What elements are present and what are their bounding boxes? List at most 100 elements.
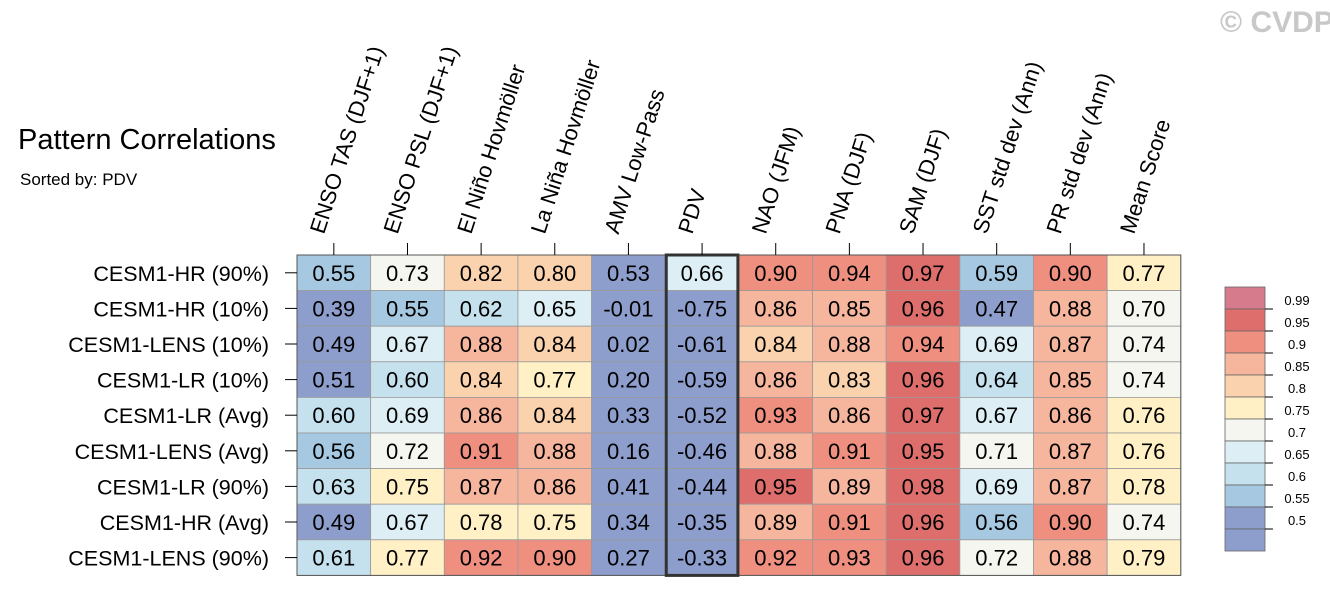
- colorbar-swatch: [1224, 506, 1266, 530]
- cell-value: 0.90: [754, 261, 797, 286]
- cell-value: -0.75: [677, 296, 727, 321]
- cell-value: 0.55: [312, 261, 355, 286]
- cell-value: 0.88: [533, 439, 576, 464]
- cell-value: 0.47: [975, 296, 1018, 321]
- cell-value: -0.33: [677, 546, 727, 571]
- colorbar-swatch: [1224, 286, 1266, 310]
- chart-title: Pattern Correlations: [18, 124, 276, 156]
- cell-value: 0.79: [1123, 546, 1166, 571]
- cell-value: 0.69: [975, 474, 1018, 499]
- heatmap-cell: [1033, 254, 1108, 291]
- cell-value: 0.85: [1049, 368, 1092, 393]
- cell-value: 0.60: [312, 403, 355, 428]
- heatmap-cell: [664, 290, 740, 327]
- heatmap-cell: [1106, 503, 1182, 541]
- row-label: CESM1-LENS (10%): [68, 333, 269, 357]
- heatmap-cell: [812, 254, 887, 291]
- column-label: SST std dev (Ann): [968, 58, 1047, 236]
- cell-value: 0.86: [1049, 403, 1092, 428]
- heatmap-cell: [1033, 361, 1108, 398]
- heatmap-cell: [370, 432, 445, 469]
- heatmap-cell: [959, 325, 1034, 363]
- cell-value: 0.89: [754, 510, 797, 535]
- cell-value: 0.87: [1049, 439, 1092, 464]
- cell-value: 0.88: [828, 332, 871, 357]
- cell-value: 0.65: [533, 296, 576, 321]
- cell-value: 0.82: [460, 261, 503, 286]
- heatmap-cell: [517, 432, 593, 469]
- cvdp-watermark: © CVDP: [1220, 6, 1330, 39]
- colorbar-label: 0.5: [1288, 513, 1306, 528]
- heatmap-cell: [812, 396, 887, 434]
- cell-value: 0.80: [533, 261, 576, 286]
- cell-value: -0.52: [677, 403, 727, 428]
- column-label: El Niño Hovmöller: [452, 61, 530, 236]
- heatmap-cell: [1106, 325, 1182, 363]
- heatmap-cell: [812, 503, 887, 541]
- column-label: ENSO TAS (DJF+1): [305, 43, 389, 237]
- heatmap-cell: [370, 361, 445, 398]
- heatmap-cell: [443, 361, 519, 398]
- cell-value: 0.86: [754, 368, 797, 393]
- heatmap-cell: [296, 325, 372, 363]
- cell-value: 0.90: [1049, 510, 1092, 535]
- heatmap-cell: [296, 432, 372, 469]
- column-label: PNA (DJF): [820, 129, 876, 237]
- cell-value: 0.67: [386, 332, 429, 357]
- heatmap-cell: [443, 539, 519, 576]
- cell-value: 0.84: [754, 332, 797, 357]
- row-label: CESM1-LR (10%): [97, 369, 269, 393]
- cell-value: 0.72: [386, 439, 429, 464]
- row-label: CESM1-LR (90%): [97, 475, 269, 499]
- cell-value: 0.27: [607, 546, 650, 571]
- cell-value: 0.87: [1049, 474, 1092, 499]
- cell-value: 0.96: [902, 546, 945, 571]
- cell-value: 0.69: [386, 403, 429, 428]
- heatmap-cell: [885, 503, 961, 541]
- cell-value: 0.92: [754, 546, 797, 571]
- heatmap-cell: [517, 325, 593, 363]
- cell-value: 0.88: [460, 332, 503, 357]
- cell-value: 0.83: [828, 368, 871, 393]
- heatmap-cell: [1033, 539, 1108, 576]
- cell-value: 0.20: [607, 368, 650, 393]
- cell-value: 0.63: [312, 474, 355, 499]
- cell-value: 0.62: [460, 296, 503, 321]
- heatmap-cell: [664, 539, 740, 576]
- cell-value: 0.74: [1123, 510, 1166, 535]
- heatmap-cell: [517, 539, 593, 576]
- cell-value: 0.78: [460, 510, 503, 535]
- cell-value: -0.01: [603, 296, 653, 321]
- cell-value: 0.84: [460, 368, 503, 393]
- cell-value: 0.96: [902, 296, 945, 321]
- heatmap-cell: [959, 539, 1034, 576]
- heatmap-cell: [1033, 503, 1108, 541]
- cell-value: 0.78: [1123, 474, 1166, 499]
- column-label: AMV Low-Pass: [599, 86, 669, 237]
- cell-value: 0.87: [460, 474, 503, 499]
- colorbar-swatch: [1224, 330, 1266, 354]
- colorbar-label: 0.65: [1284, 447, 1309, 462]
- heatmap-cell: [738, 290, 813, 327]
- cell-value: 0.74: [1123, 368, 1166, 393]
- colorbar-label: 0.9: [1288, 337, 1306, 352]
- cell-value: 0.16: [607, 439, 650, 464]
- colorbar-label: 0.75: [1284, 403, 1309, 418]
- cell-value: 0.94: [902, 332, 945, 357]
- cell-value: 0.39: [312, 296, 355, 321]
- cell-value: 0.84: [533, 403, 576, 428]
- heatmap-cell: [1106, 539, 1182, 576]
- column-label: Mean Score: [1115, 116, 1175, 237]
- heatmap-cell: [443, 325, 519, 363]
- cell-value: 0.97: [902, 403, 945, 428]
- heatmap-cell: [664, 396, 740, 434]
- heatmap-cell: [664, 325, 740, 363]
- cell-value: 0.86: [754, 296, 797, 321]
- cell-value: 0.60: [386, 368, 429, 393]
- cell-value: 0.71: [975, 439, 1018, 464]
- cell-value: 0.69: [975, 332, 1018, 357]
- cell-value: 0.95: [902, 439, 945, 464]
- cell-value: 0.61: [312, 546, 355, 571]
- colorbar-label: 0.7: [1288, 425, 1306, 440]
- cell-value: 0.66: [681, 261, 724, 286]
